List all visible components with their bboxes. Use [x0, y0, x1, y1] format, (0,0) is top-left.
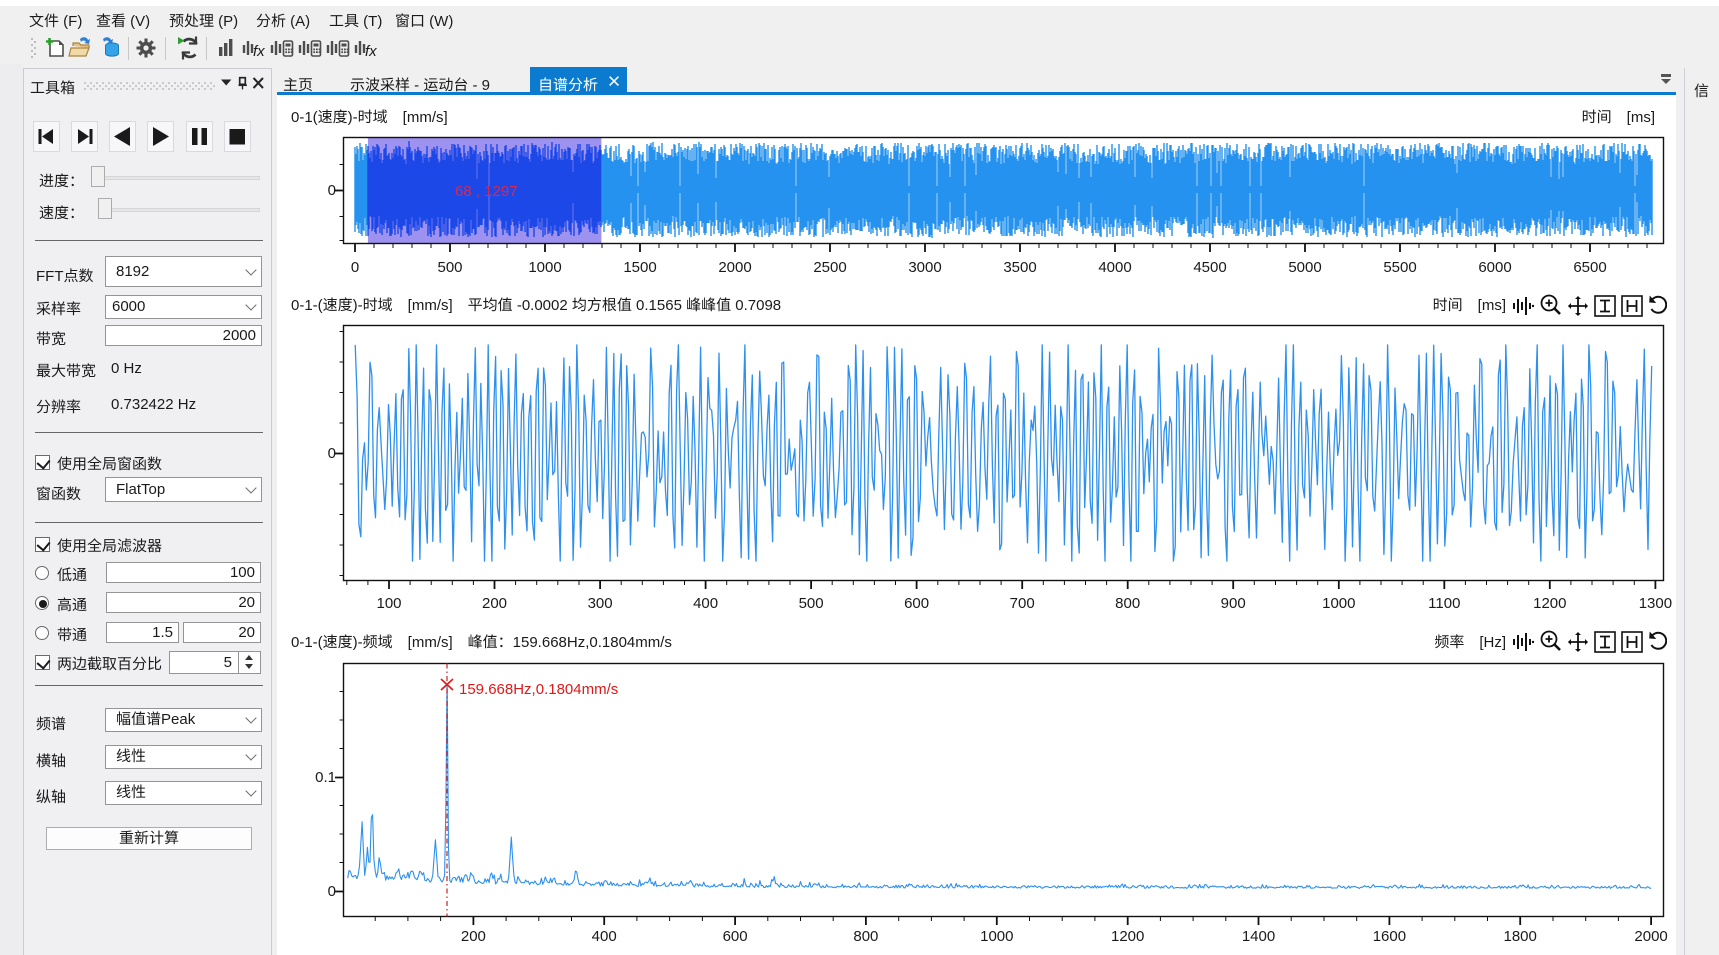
- svg-text:1600: 1600: [1373, 928, 1406, 945]
- svg-text:1800: 1800: [1504, 928, 1537, 945]
- svg-text:fx: fx: [253, 43, 265, 60]
- svg-text:频率 [Hz]: 频率 [Hz]: [1434, 634, 1506, 651]
- svg-text:1300: 1300: [1639, 595, 1672, 612]
- svg-text:0-1-(速度)-频域 [mm/s] 峰值：159.66: 0-1-(速度)-频域 [mm/s] 峰值：159.668Hz,0.1804mm…: [291, 634, 672, 651]
- svg-text:1200: 1200: [1111, 928, 1144, 945]
- svg-text:4000: 4000: [1098, 259, 1131, 276]
- svg-text:0-1-(速度)-时域 [mm/s] 平均值 -0.00: 0-1-(速度)-时域 [mm/s] 平均值 -0.0002 均方根值 0.15…: [291, 297, 781, 314]
- svg-text:400: 400: [592, 928, 617, 945]
- svg-text:1200: 1200: [1533, 595, 1566, 612]
- svg-text:0: 0: [328, 182, 336, 199]
- svg-text:1000: 1000: [980, 928, 1013, 945]
- svg-text:时间 [ms]: 时间 [ms]: [1433, 297, 1506, 314]
- svg-text:159.668Hz,0.1804mm/s: 159.668Hz,0.1804mm/s: [459, 681, 618, 698]
- svg-text:500: 500: [437, 259, 462, 276]
- svg-text:300: 300: [588, 595, 613, 612]
- svg-text:68 , 1297: 68 , 1297: [455, 183, 518, 200]
- svg-text:0-1(速度)-时域 [mm/s]: 0-1(速度)-时域 [mm/s]: [291, 109, 448, 126]
- svg-text:700: 700: [1010, 595, 1035, 612]
- svg-text:800: 800: [853, 928, 878, 945]
- svg-text:1100: 1100: [1428, 595, 1460, 612]
- svg-text:4500: 4500: [1193, 259, 1226, 276]
- svg-text:1000: 1000: [1322, 595, 1355, 612]
- svg-text:0: 0: [328, 445, 336, 462]
- svg-text:900: 900: [1221, 595, 1246, 612]
- svg-text:0.1: 0.1: [315, 769, 336, 786]
- svg-text:5000: 5000: [1288, 259, 1321, 276]
- svg-text:3000: 3000: [908, 259, 941, 276]
- svg-text:6000: 6000: [1478, 259, 1511, 276]
- svg-text:1500: 1500: [623, 259, 656, 276]
- svg-text:2000: 2000: [718, 259, 751, 276]
- svg-text:时间 [ms]: 时间 [ms]: [1582, 109, 1655, 126]
- svg-text:1400: 1400: [1242, 928, 1275, 945]
- svg-text:3500: 3500: [1003, 259, 1036, 276]
- svg-text:6500: 6500: [1573, 259, 1606, 276]
- svg-text:0: 0: [328, 883, 336, 900]
- svg-text:800: 800: [1115, 595, 1140, 612]
- svg-text:200: 200: [482, 595, 507, 612]
- svg-text:100: 100: [376, 595, 401, 612]
- svg-text:500: 500: [799, 595, 824, 612]
- svg-text:fx: fx: [365, 43, 377, 60]
- svg-text:200: 200: [461, 928, 486, 945]
- svg-text:0: 0: [351, 259, 359, 276]
- svg-text:600: 600: [904, 595, 929, 612]
- svg-text:5500: 5500: [1383, 259, 1416, 276]
- svg-text:2000: 2000: [1634, 928, 1667, 945]
- svg-text:1000: 1000: [528, 259, 561, 276]
- svg-text:2500: 2500: [813, 259, 846, 276]
- svg-text:400: 400: [693, 595, 718, 612]
- svg-text:600: 600: [723, 928, 748, 945]
